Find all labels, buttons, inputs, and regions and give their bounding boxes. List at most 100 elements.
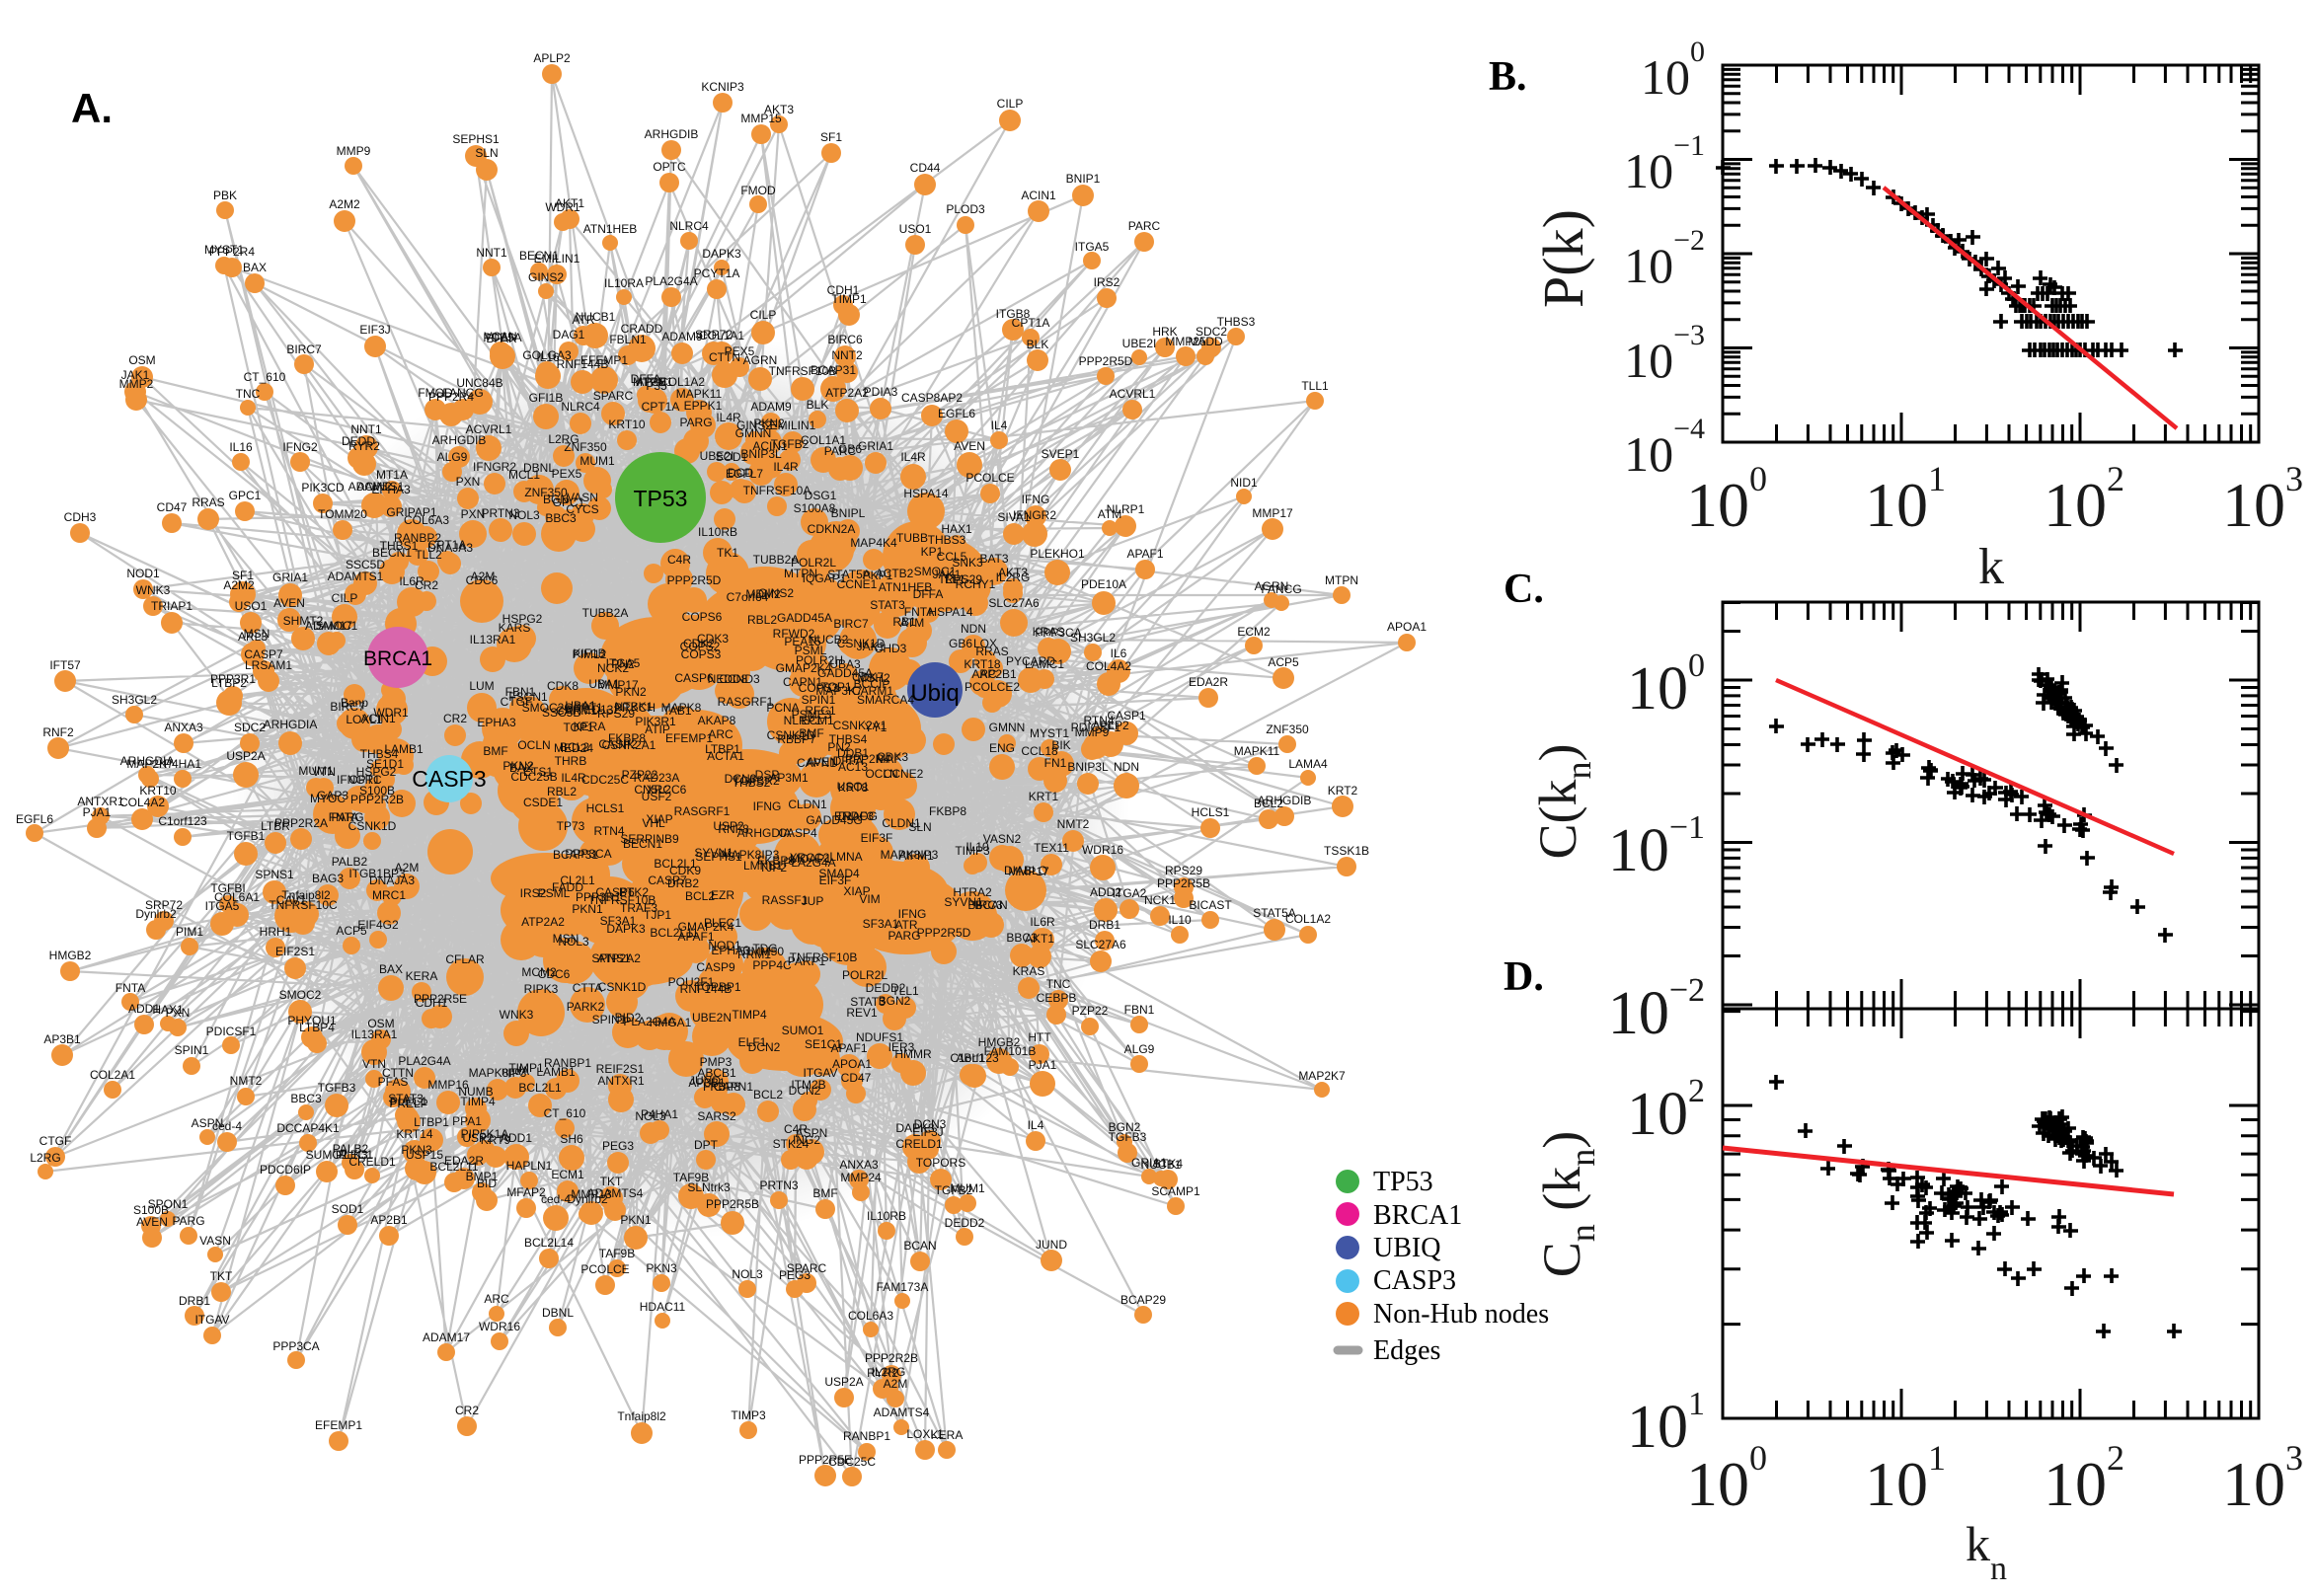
svg-text:TGFB2: TGFB2 — [771, 437, 810, 451]
svg-text:CDH3: CDH3 — [64, 510, 97, 524]
svg-text:FNTA: FNTA — [904, 605, 934, 619]
svg-text:VTN: VTN — [312, 765, 336, 779]
svg-text:ARHGDIB: ARHGDIB — [432, 433, 487, 447]
svg-text:EIF3J: EIF3J — [359, 323, 390, 337]
svg-text:A2M: A2M — [395, 861, 420, 874]
svg-text:A2M2: A2M2 — [223, 578, 255, 592]
svg-text:RBL2: RBL2 — [747, 613, 777, 627]
svg-text:STAT5A: STAT5A — [827, 568, 871, 581]
svg-text:HAX1: HAX1 — [941, 522, 972, 536]
svg-text:FKBP8: FKBP8 — [703, 1080, 740, 1094]
svg-text:DAPK3: DAPK3 — [606, 922, 646, 936]
svg-text:CTTN: CTTN — [709, 350, 740, 364]
svg-text:ced-4: ced-4 — [212, 1119, 242, 1133]
svg-text:PSME3: PSME3 — [792, 708, 832, 722]
svg-text:KRT18: KRT18 — [964, 657, 1000, 671]
svg-text:CDC25B: CDC25B — [510, 770, 557, 784]
svg-text:RNF144B: RNF144B — [680, 982, 733, 996]
svg-text:CEBPB: CEBPB — [1037, 991, 1077, 1005]
svg-text:SRP72: SRP72 — [695, 328, 733, 342]
svg-text:RFC1: RFC1 — [805, 704, 836, 718]
svg-text:Tnfaip8l2: Tnfaip8l2 — [617, 1409, 666, 1423]
svg-text:DNAJA3: DNAJA3 — [427, 541, 473, 555]
svg-text:CPT1A: CPT1A — [1012, 316, 1050, 330]
svg-text:ITGB1BP3: ITGB1BP3 — [348, 867, 406, 880]
svg-text:IL4R: IL4R — [716, 411, 741, 424]
svg-text:SH6: SH6 — [560, 1132, 583, 1146]
svg-text:PCOLCE: PCOLCE — [580, 1262, 629, 1276]
svg-text:SLC27A6: SLC27A6 — [988, 596, 1040, 610]
svg-text:NCK2: NCK2 — [597, 661, 629, 675]
svg-text:HAX1: HAX1 — [152, 1003, 184, 1017]
svg-text:WNK3: WNK3 — [500, 1008, 534, 1022]
svg-text:OCLN: OCLN — [517, 738, 550, 752]
svg-text:COPS2: COPS2 — [680, 640, 721, 653]
svg-text:LTBP2: LTBP2 — [211, 676, 247, 690]
svg-text:BECN1: BECN1 — [623, 837, 662, 851]
svg-text:DFFA: DFFA — [913, 587, 944, 601]
svg-text:RIPK3: RIPK3 — [524, 982, 559, 996]
svg-text:AVEN: AVEN — [954, 439, 985, 453]
svg-text:CASP3: CASP3 — [412, 766, 486, 792]
svg-text:PKN2: PKN2 — [502, 759, 534, 773]
svg-text:CD47: CD47 — [157, 500, 188, 514]
svg-text:CSDE1: CSDE1 — [523, 796, 563, 809]
svg-text:EFEMP1: EFEMP1 — [315, 1418, 362, 1432]
svg-text:MUM1: MUM1 — [579, 454, 615, 468]
svg-text:PLEC1: PLEC1 — [336, 1148, 373, 1162]
svg-text:BGN2: BGN2 — [879, 994, 911, 1008]
svg-text:A2M: A2M — [884, 1377, 908, 1391]
svg-text:TNFRSF10B: TNFRSF10B — [769, 364, 837, 378]
svg-text:CSNK2A1: CSNK2A1 — [833, 719, 888, 732]
svg-text:ACP5: ACP5 — [1268, 655, 1299, 669]
svg-text:TUBB2A: TUBB2A — [582, 606, 629, 620]
svg-text:TNFRSF10B: TNFRSF10B — [588, 893, 656, 907]
svg-text:CPT1A: CPT1A — [642, 400, 680, 414]
svg-text:STK24: STK24 — [773, 1137, 810, 1151]
svg-text:PPP2R5D: PPP2R5D — [667, 573, 722, 587]
svg-text:ETS1: ETS1 — [523, 765, 553, 779]
svg-text:EPHA3: EPHA3 — [477, 716, 516, 729]
svg-text:DITED132: DITED132 — [565, 703, 620, 717]
svg-text:RPS29: RPS29 — [597, 707, 635, 721]
svg-text:DRB2: DRB2 — [667, 876, 699, 890]
svg-text:MMP9: MMP9 — [337, 144, 371, 158]
svg-text:SPARC: SPARC — [787, 1261, 827, 1275]
svg-text:KRT9: KRT9 — [481, 1133, 511, 1147]
svg-text:PLEKHO1: PLEKHO1 — [1030, 547, 1085, 561]
svg-text:GRIA1: GRIA1 — [858, 439, 893, 453]
svg-text:HSPA14: HSPA14 — [928, 605, 972, 619]
svg-text:P4HA1: P4HA1 — [164, 757, 201, 771]
svg-text:HMMR: HMMR — [894, 1047, 932, 1061]
svg-text:RASSF1: RASSF1 — [762, 893, 809, 907]
svg-text:ITGAV: ITGAV — [194, 1313, 229, 1327]
svg-text:DNAJA3: DNAJA3 — [369, 874, 415, 887]
svg-text:NUCB1: NUCB1 — [1141, 1158, 1182, 1172]
svg-text:ZNF350: ZNF350 — [564, 440, 607, 454]
svg-text:PKN3: PKN3 — [401, 1143, 432, 1157]
svg-text:ECM2: ECM2 — [1237, 625, 1271, 639]
svg-text:USP2: USP2 — [713, 819, 744, 833]
svg-text:SLNtrk3: SLNtrk3 — [687, 1180, 731, 1194]
svg-text:XRCC6: XRCC6 — [647, 783, 687, 797]
svg-text:SIVA1: SIVA1 — [997, 510, 1030, 524]
svg-text:GPC1: GPC1 — [553, 495, 585, 509]
svg-text:TAB1: TAB1 — [662, 704, 691, 718]
svg-text:PPP3CA: PPP3CA — [1035, 626, 1081, 640]
svg-text:P4HA1: P4HA1 — [641, 1107, 678, 1121]
svg-text:PKN3: PKN3 — [646, 1261, 677, 1275]
svg-text:ADAMTS4: ADAMTS4 — [874, 1406, 930, 1419]
svg-text:PARG: PARG — [331, 810, 363, 824]
svg-text:TIMP1: TIMP1 — [508, 1061, 544, 1075]
svg-text:PZP22: PZP22 — [1072, 1004, 1109, 1018]
svg-text:TLL1: TLL1 — [938, 572, 965, 586]
svg-text:TLL1: TLL1 — [1301, 379, 1329, 393]
svg-text:SSC5D: SSC5D — [346, 558, 385, 571]
svg-text:FNTA: FNTA — [116, 981, 145, 995]
svg-text:IL13RA1: IL13RA1 — [470, 633, 516, 646]
svg-text:100: 100 — [1686, 459, 1767, 540]
svg-text:IL2RG: IL2RG — [872, 1365, 906, 1379]
svg-text:LAMA4: LAMA4 — [1288, 757, 1328, 771]
svg-text:AIFM1: AIFM1 — [898, 849, 934, 863]
svg-text:PPP3CA: PPP3CA — [565, 847, 611, 861]
